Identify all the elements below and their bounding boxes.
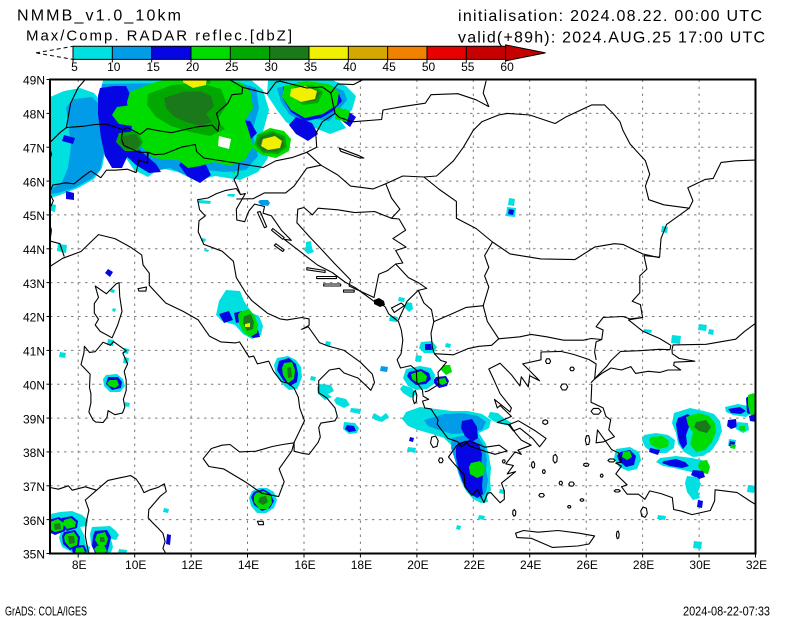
svg-text:35: 35 [304, 60, 318, 74]
svg-text:37N: 37N [23, 480, 45, 494]
svg-text:46N: 46N [23, 175, 45, 189]
svg-text:30E: 30E [689, 558, 710, 572]
svg-text:8E: 8E [72, 558, 87, 572]
svg-text:GrADS: COLA/IGES: GrADS: COLA/IGES [5, 604, 87, 618]
svg-text:2024-08-22-07:33: 2024-08-22-07:33 [683, 604, 770, 618]
svg-text:22E: 22E [464, 558, 485, 572]
svg-text:43N: 43N [23, 277, 45, 291]
svg-text:14E: 14E [238, 558, 259, 572]
svg-text:20: 20 [186, 60, 200, 74]
svg-text:39N: 39N [23, 412, 45, 426]
svg-text:45N: 45N [23, 209, 45, 223]
svg-text:48N: 48N [23, 108, 45, 122]
svg-text:50: 50 [422, 60, 436, 74]
svg-text:valid(+89h): 2024.AUG.25 17:00: valid(+89h): 2024.AUG.25 17:00 UTC [458, 30, 765, 47]
svg-text:24E: 24E [520, 558, 541, 572]
svg-text:49N: 49N [23, 74, 45, 88]
svg-text:45: 45 [382, 60, 396, 74]
svg-text:40: 40 [343, 60, 357, 74]
svg-text:12E: 12E [181, 558, 202, 572]
svg-text:25: 25 [225, 60, 239, 74]
svg-text:47N: 47N [23, 141, 45, 155]
svg-text:20E: 20E [407, 558, 428, 572]
svg-text:40N: 40N [23, 378, 45, 392]
svg-text:55: 55 [461, 60, 475, 74]
svg-text:60: 60 [500, 60, 514, 74]
svg-text:16E: 16E [294, 558, 315, 572]
svg-text:42N: 42N [23, 311, 45, 325]
svg-text:26E: 26E [577, 558, 598, 572]
svg-text:15: 15 [147, 60, 161, 74]
svg-text:initialisation: 2024.08.22. 00: initialisation: 2024.08.22. 00:00 UTC [458, 8, 762, 25]
svg-text:44N: 44N [23, 243, 45, 257]
svg-text:36N: 36N [23, 514, 45, 528]
svg-text:30: 30 [264, 60, 278, 74]
svg-text:Max/Comp. RADAR reflec.[dbZ]: Max/Comp. RADAR reflec.[dbZ] [26, 28, 292, 45]
svg-text:28E: 28E [633, 558, 654, 572]
svg-text:NMMB_v1.0_10km: NMMB_v1.0_10km [17, 8, 181, 25]
svg-text:41N: 41N [23, 345, 45, 359]
svg-text:5: 5 [71, 60, 78, 74]
svg-text:18E: 18E [351, 558, 372, 572]
svg-text:38N: 38N [23, 446, 45, 460]
svg-text:10E: 10E [125, 558, 146, 572]
svg-text:32E: 32E [746, 558, 767, 572]
svg-text:35N: 35N [23, 548, 45, 562]
svg-text:10: 10 [107, 60, 121, 74]
